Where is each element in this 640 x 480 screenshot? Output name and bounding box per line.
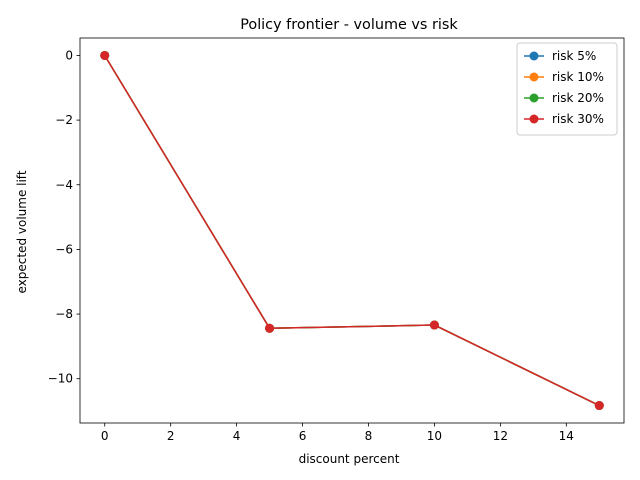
legend-marker: [529, 93, 539, 103]
x-tick-label: 12: [493, 429, 508, 443]
legend-label: risk 30%: [552, 112, 604, 126]
legend-item: risk 30%: [524, 112, 604, 126]
y-tick-label: −6: [55, 242, 73, 256]
y-axis-label: expected volume lift: [15, 170, 29, 293]
x-tick-label: 8: [365, 429, 373, 443]
series-line: [104, 55, 600, 407]
legend-item: risk 5%: [524, 49, 596, 63]
data-point: [265, 323, 275, 333]
x-tick-label: 2: [167, 429, 175, 443]
y-tick-label: −4: [55, 178, 73, 192]
x-axis-label: discount percent: [299, 452, 400, 466]
data-point: [100, 50, 110, 60]
legend-marker: [529, 51, 539, 61]
x-tick-label: 0: [101, 429, 109, 443]
y-tick-label: 0: [65, 48, 73, 62]
y-tick-label: −10: [48, 372, 73, 386]
legend-item: risk 10%: [524, 70, 604, 84]
legend-label: risk 20%: [552, 91, 604, 105]
data-point: [594, 401, 604, 411]
legend-marker: [529, 114, 539, 124]
legend-marker: [529, 72, 539, 82]
y-tick-label: −8: [55, 307, 73, 321]
legend: risk 5% risk 10% risk 20% risk 30%: [516, 42, 618, 136]
data-point: [429, 320, 439, 330]
chart-title: Policy frontier - volume vs risk: [240, 17, 458, 33]
plot-area: 0 2 4 6 8 10 12 14 0 −2 −4 −6 −8 −10: [48, 37, 625, 443]
legend-box: [516, 42, 618, 136]
x-tick-label: 4: [233, 429, 241, 443]
legend-item: risk 20%: [524, 91, 604, 105]
x-tick-label: 14: [559, 429, 574, 443]
legend-label: risk 10%: [552, 70, 604, 84]
legend-label: risk 5%: [552, 49, 596, 63]
y-tick-label: −2: [55, 113, 73, 127]
x-tick-label: 10: [427, 429, 442, 443]
axes-frame: [79, 37, 625, 424]
series-4: [100, 50, 604, 411]
x-tick-label: 6: [299, 429, 307, 443]
